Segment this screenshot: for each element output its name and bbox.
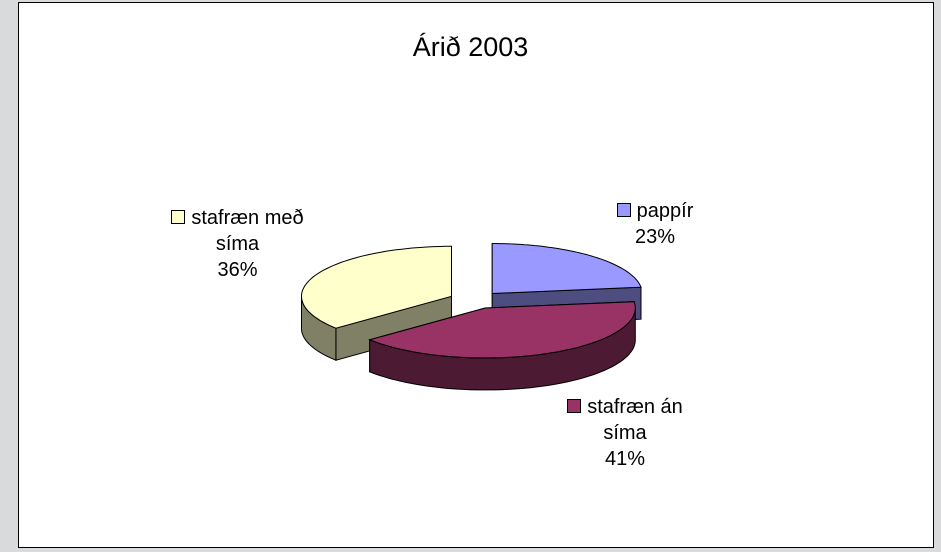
slice <box>368 301 636 359</box>
legend-key <box>616 203 631 217</box>
chart-title: Árið 2003 <box>412 32 529 62</box>
category-label: stafræn með síma <box>191 207 304 255</box>
data-label: pappír 23% <box>590 198 720 250</box>
category-label: stafræn án síma <box>587 396 683 444</box>
value-label: 23% <box>634 226 676 248</box>
category-label: pappír <box>636 200 694 222</box>
slice <box>301 245 452 329</box>
legend-key <box>171 210 186 224</box>
data-label: stafræn án síma 41% <box>545 394 705 472</box>
data-label: stafræn með síma 36% <box>160 205 315 283</box>
value-label: 41% <box>604 448 646 470</box>
value-label: 36% <box>217 259 258 281</box>
chart-area <box>18 2 934 548</box>
slice <box>491 243 642 295</box>
legend-key <box>567 399 582 413</box>
